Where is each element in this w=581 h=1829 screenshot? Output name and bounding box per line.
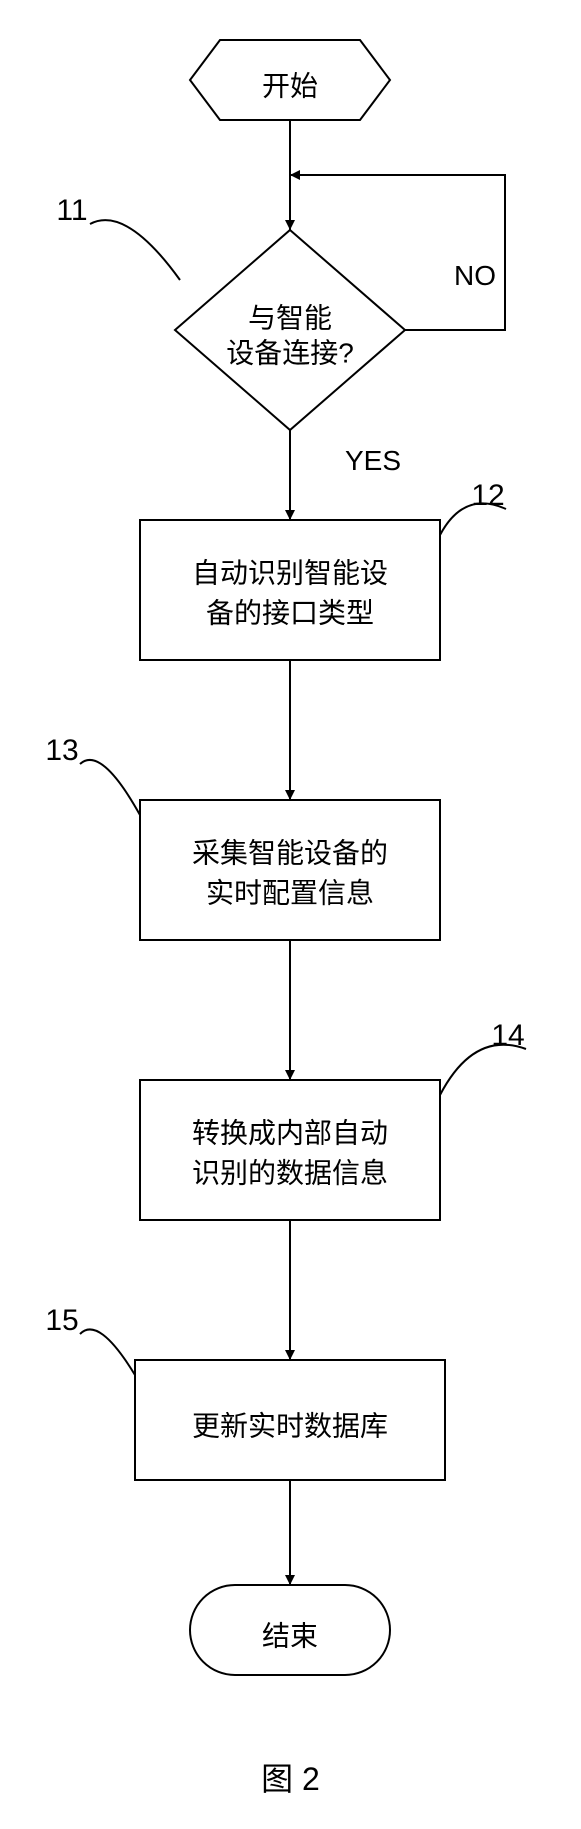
svg-text:转换成内部自动: 转换成内部自动 — [192, 1117, 388, 1148]
ref-label-11: 11 — [56, 194, 87, 227]
svg-text:结束: 结束 — [262, 1620, 318, 1651]
step-13-node — [140, 800, 440, 940]
figure-caption: 图 2 — [261, 1761, 320, 1797]
ref-label-12: 12 — [471, 479, 504, 512]
svg-text:YES: YES — [345, 445, 401, 476]
svg-text:开始: 开始 — [262, 70, 318, 101]
ref-label-15: 15 — [45, 1304, 78, 1337]
svg-text:实时配置信息: 实时配置信息 — [206, 877, 374, 908]
svg-text:与智能: 与智能 — [248, 302, 332, 333]
ref-label-14: 14 — [491, 1019, 524, 1052]
svg-text:NO: NO — [454, 260, 496, 291]
step-12-node — [140, 520, 440, 660]
svg-text:备的接口类型: 备的接口类型 — [206, 597, 374, 628]
ref-label-13: 13 — [45, 734, 78, 767]
svg-text:更新实时数据库: 更新实时数据库 — [192, 1410, 388, 1441]
svg-text:采集智能设备的: 采集智能设备的 — [192, 837, 388, 868]
step-14-node — [140, 1080, 440, 1220]
svg-text:自动识别智能设: 自动识别智能设 — [192, 557, 388, 588]
svg-text:识别的数据信息: 识别的数据信息 — [192, 1157, 388, 1188]
svg-text:设备连接?: 设备连接? — [226, 337, 354, 368]
